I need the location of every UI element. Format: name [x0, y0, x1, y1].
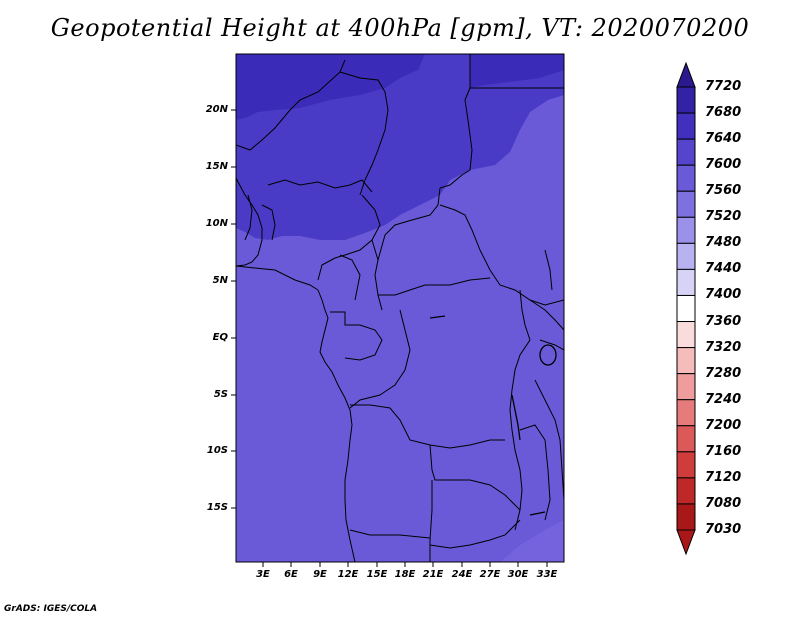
borders: [236, 54, 564, 562]
lon-ticks: [262, 562, 548, 567]
colorbar-label: 7030: [705, 522, 742, 537]
colorbar-segment: [676, 347, 696, 375]
lon-label-15e: 15E: [366, 569, 388, 580]
colorbar-label: 7600: [705, 157, 742, 173]
colorbar-label: 7320: [705, 339, 742, 355]
lon-label-21e: 21E: [422, 569, 444, 580]
colorbar-label: 7160: [705, 443, 742, 459]
colorbar-label: 7720: [705, 79, 742, 94]
lon-label-18e: 18E: [394, 569, 416, 580]
lat-label-15s: 15S: [206, 502, 228, 513]
lon-label-3e: 3E: [256, 569, 270, 580]
colorbar-segment: [676, 294, 696, 323]
colorbar-label: 7680: [705, 105, 742, 121]
lat-ticks: [231, 109, 236, 509]
colorbar-segment: [676, 399, 696, 427]
lat-label-5s: 5S: [213, 389, 228, 400]
map-plot-area: [236, 54, 564, 562]
lat-label-5n: 5N: [212, 275, 228, 286]
colorbar-segment: [676, 503, 696, 531]
colorbar-label: 7080: [705, 495, 742, 511]
lon-label-12e: 12E: [337, 569, 359, 580]
lakes: [429, 315, 557, 516]
lon-label-30e: 30E: [507, 569, 529, 580]
colorbar-segment: [676, 86, 696, 114]
colorbar-segment: [676, 477, 696, 505]
colorbar-label: 7440: [705, 261, 742, 277]
colorbar-segment: [676, 138, 696, 166]
lon-label-24e: 24E: [451, 569, 473, 580]
colorbar-segment: [676, 373, 696, 401]
lat-label-eq: EQ: [212, 332, 228, 343]
lat-label-10n: 10N: [205, 218, 228, 229]
colorbar-segment: [676, 451, 696, 479]
colorbar-bottom-arrow: [676, 529, 696, 556]
colorbar-label: 7560: [705, 183, 742, 199]
colorbar: [676, 61, 696, 556]
colorbar-label: 7480: [705, 235, 742, 251]
colorbar-label: 7120: [705, 469, 742, 485]
colorbar-segment: [676, 190, 696, 218]
colorbar-segment: [676, 321, 696, 349]
colorbar-segment: [676, 268, 696, 296]
lon-label-33e: 33E: [536, 569, 558, 580]
colorbar-label: 7640: [705, 131, 742, 147]
colorbar-label: 7240: [705, 391, 742, 407]
colorbar-label: 7520: [705, 209, 742, 225]
colorbar-top-arrow: [676, 61, 696, 88]
lon-label-27e: 27E: [479, 569, 501, 580]
colorbar-segment: [676, 242, 696, 270]
colorbar-segment: [676, 164, 696, 192]
footer-credit: GrADS: IGES/COLA: [4, 604, 98, 614]
lat-label-10s: 10S: [206, 445, 228, 456]
map-frame: [235, 53, 565, 563]
colorbar-label: 7280: [705, 365, 742, 381]
colorbar-label: 7360: [705, 313, 742, 329]
height-field-7520-band: [500, 520, 564, 562]
lon-label-6e: 6E: [284, 569, 298, 580]
colorbar-label: 7200: [705, 417, 742, 433]
lat-label-15n: 15N: [205, 161, 228, 172]
height-field-7640-band: [236, 54, 425, 120]
colorbar-segment: [676, 425, 696, 453]
colorbar-label: 7400: [705, 287, 742, 303]
colorbar-segment: [676, 216, 696, 244]
lon-label-9e: 9E: [313, 569, 327, 580]
colorbar-segment: [676, 112, 696, 140]
map-title: Geopotential Height at 400hPa [gpm], VT:…: [50, 14, 750, 42]
height-field-7640-band-east: [470, 54, 564, 88]
lat-label-20n: 20N: [205, 104, 228, 115]
